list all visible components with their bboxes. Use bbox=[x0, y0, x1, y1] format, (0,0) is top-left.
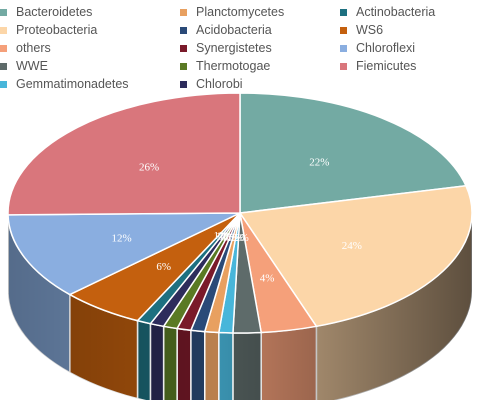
legend-swatch bbox=[340, 26, 347, 34]
legend-label: Synergistetes bbox=[196, 41, 272, 55]
legend-label: WWE bbox=[16, 59, 48, 73]
legend-swatch bbox=[340, 62, 347, 70]
legend-label: others bbox=[16, 41, 51, 55]
legend-label: Acidobacteria bbox=[196, 23, 272, 37]
pie-percent-label: 1% bbox=[221, 231, 236, 243]
pie-percent-label: 1% bbox=[213, 230, 228, 242]
chart-legend: Bacteroidetes Proteobacteria others WWE Gemm… bbox=[0, 0, 480, 112]
legend-label: Actinobacteria bbox=[356, 5, 436, 19]
legend-swatch bbox=[180, 44, 187, 52]
legend-label: Chlorobi bbox=[196, 77, 243, 91]
legend-swatch bbox=[180, 62, 187, 70]
legend-swatch bbox=[0, 8, 7, 16]
pie-percent-label: 1% bbox=[219, 231, 234, 243]
legend-item: Thermotogae bbox=[180, 58, 270, 74]
pie-side bbox=[190, 329, 206, 400]
pie-slice bbox=[239, 92, 468, 214]
pie-percent-label: 4% bbox=[260, 273, 275, 285]
legend-swatch bbox=[180, 8, 187, 16]
pie-side bbox=[232, 331, 262, 400]
pie-percent-label: 1% bbox=[230, 232, 245, 244]
legend-label: Bacteroidetes bbox=[16, 5, 93, 19]
pie-side bbox=[136, 319, 152, 400]
legend-item: others bbox=[0, 40, 51, 56]
legend-item: Synergistetes bbox=[180, 40, 272, 56]
pie-slice bbox=[7, 92, 241, 216]
legend-item: Fiemicutes bbox=[340, 58, 416, 74]
legend-swatch bbox=[0, 80, 7, 88]
pie-percent-label: 1% bbox=[227, 232, 242, 244]
pie-percent-label: 12% bbox=[111, 233, 131, 245]
pie-top bbox=[7, 92, 473, 334]
legend-label: Chloroflexi bbox=[356, 41, 416, 55]
legend-swatch bbox=[180, 26, 187, 34]
pie-percent-label: 26% bbox=[139, 162, 159, 174]
pie-percent-label: 2% bbox=[234, 232, 249, 244]
legend-swatch bbox=[340, 44, 347, 52]
pie-percent-label: 22% bbox=[309, 156, 329, 168]
legend-label: Gemmatimonadetes bbox=[16, 77, 129, 91]
legend-swatch bbox=[0, 62, 7, 70]
pie-side bbox=[260, 325, 318, 400]
pie-side bbox=[218, 331, 234, 400]
legend-item: WWE bbox=[0, 58, 48, 74]
legend-item: Acidobacteria bbox=[180, 22, 272, 38]
legend-label: WS6 bbox=[356, 23, 384, 37]
pie-slice bbox=[7, 212, 241, 296]
pie-side bbox=[162, 325, 178, 400]
legend-item: WS6 bbox=[340, 22, 383, 38]
pie-percent-label: 1% bbox=[224, 232, 239, 244]
legend-swatch bbox=[0, 26, 7, 34]
legend-swatch bbox=[340, 8, 347, 16]
legend-label: Planctomycetes bbox=[196, 5, 285, 19]
legend-item: Actinobacteria bbox=[340, 4, 435, 20]
pie-percent-label: 1% bbox=[216, 230, 231, 242]
legend-item: Chlorobi bbox=[180, 76, 243, 92]
pie-percent-label: 6% bbox=[156, 261, 171, 273]
pie-side bbox=[204, 330, 220, 400]
legend-item: Bacteroidetes bbox=[0, 4, 92, 20]
legend-label: Fiemicutes bbox=[356, 59, 417, 73]
legend-item: Proteobacteria bbox=[0, 22, 97, 38]
legend-item: Gemmatimonadetes bbox=[0, 76, 129, 92]
pie-side bbox=[149, 322, 165, 400]
legend-label: Proteobacteria bbox=[16, 23, 98, 37]
legend-item: Planctomycetes bbox=[180, 4, 284, 20]
pie-slice bbox=[238, 184, 473, 328]
legend-swatch bbox=[0, 44, 7, 52]
pie-percent-label: 24% bbox=[342, 240, 362, 252]
legend-item: Chloroflexi bbox=[340, 40, 415, 56]
pie-side bbox=[176, 327, 192, 400]
legend-swatch bbox=[180, 80, 187, 88]
legend-label: Thermotogae bbox=[196, 59, 271, 73]
pie-labels: 22%24%4%2%1%1%1%1%1%1%1%6%12%26% bbox=[111, 156, 361, 284]
